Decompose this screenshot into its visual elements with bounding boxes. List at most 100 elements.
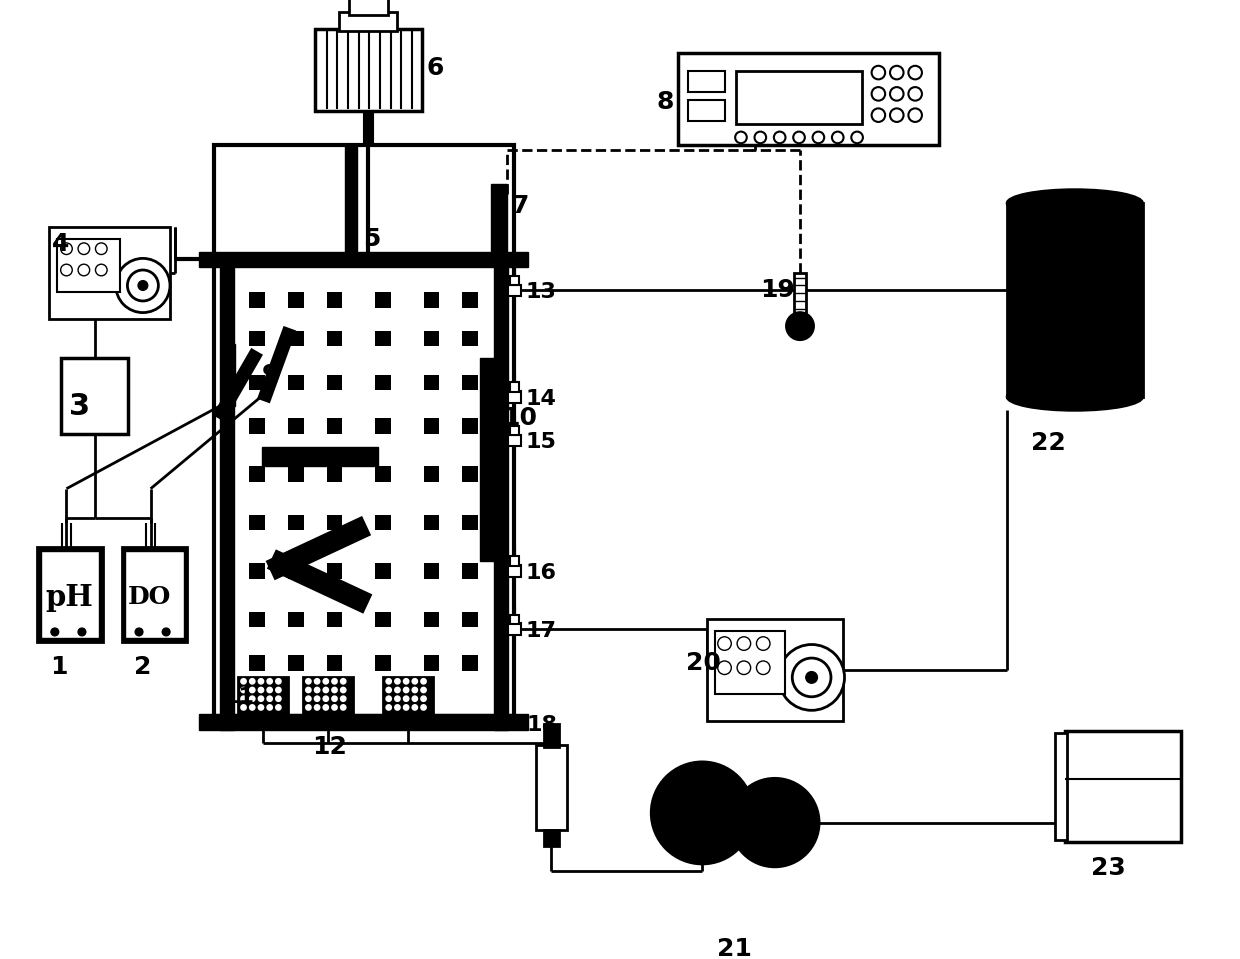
Bar bbox=[424, 418, 439, 433]
Circle shape bbox=[420, 695, 427, 702]
Circle shape bbox=[412, 687, 418, 693]
Bar bbox=[221, 268, 234, 730]
Circle shape bbox=[61, 243, 72, 254]
Bar bbox=[707, 620, 843, 721]
Text: 2: 2 bbox=[134, 655, 151, 679]
Bar bbox=[463, 515, 477, 530]
Circle shape bbox=[412, 678, 418, 685]
Bar bbox=[327, 331, 342, 346]
Bar bbox=[737, 71, 862, 124]
Circle shape bbox=[794, 131, 805, 143]
Text: pH: pH bbox=[45, 583, 93, 612]
Circle shape bbox=[275, 704, 281, 711]
Bar bbox=[327, 292, 342, 308]
Circle shape bbox=[756, 637, 770, 650]
Circle shape bbox=[909, 108, 921, 122]
Circle shape bbox=[386, 704, 392, 711]
Circle shape bbox=[322, 695, 329, 702]
Text: DO: DO bbox=[128, 585, 171, 609]
Text: 8: 8 bbox=[657, 89, 675, 113]
Circle shape bbox=[420, 704, 427, 711]
Bar bbox=[510, 556, 520, 566]
Bar bbox=[507, 623, 521, 635]
Bar bbox=[327, 612, 342, 627]
Text: 15: 15 bbox=[526, 433, 556, 453]
Circle shape bbox=[162, 628, 170, 636]
Bar bbox=[200, 251, 528, 268]
Circle shape bbox=[267, 678, 273, 685]
Circle shape bbox=[305, 695, 311, 702]
Circle shape bbox=[872, 108, 885, 122]
Text: 23: 23 bbox=[1091, 856, 1126, 880]
Bar bbox=[249, 418, 265, 433]
Circle shape bbox=[403, 695, 409, 702]
Bar bbox=[424, 655, 439, 670]
Bar bbox=[288, 292, 304, 308]
Bar bbox=[510, 615, 520, 624]
Circle shape bbox=[241, 695, 247, 702]
Text: 3: 3 bbox=[69, 392, 91, 421]
Text: 17: 17 bbox=[526, 621, 557, 641]
Circle shape bbox=[249, 704, 255, 711]
Circle shape bbox=[420, 678, 427, 685]
Text: 7: 7 bbox=[512, 194, 529, 218]
Bar bbox=[212, 348, 263, 422]
Circle shape bbox=[754, 131, 766, 143]
Bar bbox=[125, 550, 184, 638]
Circle shape bbox=[241, 678, 247, 685]
Bar bbox=[424, 292, 439, 308]
Bar bbox=[249, 655, 265, 670]
Circle shape bbox=[909, 87, 921, 101]
Text: 6: 6 bbox=[427, 56, 444, 80]
Circle shape bbox=[305, 704, 311, 711]
Circle shape bbox=[51, 628, 58, 636]
Circle shape bbox=[78, 628, 86, 636]
Bar bbox=[424, 375, 439, 390]
Bar bbox=[424, 331, 439, 346]
Bar bbox=[345, 145, 357, 256]
Text: 5: 5 bbox=[363, 227, 381, 251]
Bar bbox=[249, 292, 265, 308]
Text: 20: 20 bbox=[686, 651, 720, 675]
Bar bbox=[1065, 779, 1182, 842]
Bar bbox=[249, 563, 265, 578]
Circle shape bbox=[394, 687, 401, 693]
Circle shape bbox=[241, 687, 247, 693]
Bar bbox=[794, 273, 806, 316]
Circle shape bbox=[403, 687, 409, 693]
Bar bbox=[678, 54, 940, 145]
Bar bbox=[50, 227, 170, 319]
Bar bbox=[463, 331, 477, 346]
Bar bbox=[376, 515, 391, 530]
Bar bbox=[265, 516, 371, 580]
Circle shape bbox=[666, 776, 739, 850]
Circle shape bbox=[331, 678, 339, 685]
Bar bbox=[507, 285, 521, 296]
Circle shape bbox=[386, 687, 392, 693]
Text: 13: 13 bbox=[526, 282, 556, 302]
Bar bbox=[463, 466, 477, 482]
Circle shape bbox=[890, 108, 904, 122]
Bar bbox=[424, 466, 439, 482]
Circle shape bbox=[128, 270, 159, 301]
Circle shape bbox=[394, 704, 401, 711]
Bar bbox=[495, 268, 507, 730]
Bar bbox=[288, 612, 304, 627]
Ellipse shape bbox=[1007, 190, 1142, 217]
Bar bbox=[507, 391, 521, 403]
Circle shape bbox=[95, 243, 107, 254]
Circle shape bbox=[322, 687, 329, 693]
Circle shape bbox=[305, 687, 311, 693]
Circle shape bbox=[744, 791, 806, 854]
Bar bbox=[383, 677, 433, 718]
Circle shape bbox=[78, 243, 89, 254]
Bar bbox=[376, 612, 391, 627]
Circle shape bbox=[792, 658, 831, 697]
Text: 14: 14 bbox=[526, 388, 556, 409]
Circle shape bbox=[340, 678, 347, 685]
Circle shape bbox=[258, 695, 264, 702]
Circle shape bbox=[718, 661, 732, 674]
Circle shape bbox=[806, 671, 817, 683]
Circle shape bbox=[249, 695, 255, 702]
Bar bbox=[249, 612, 265, 627]
